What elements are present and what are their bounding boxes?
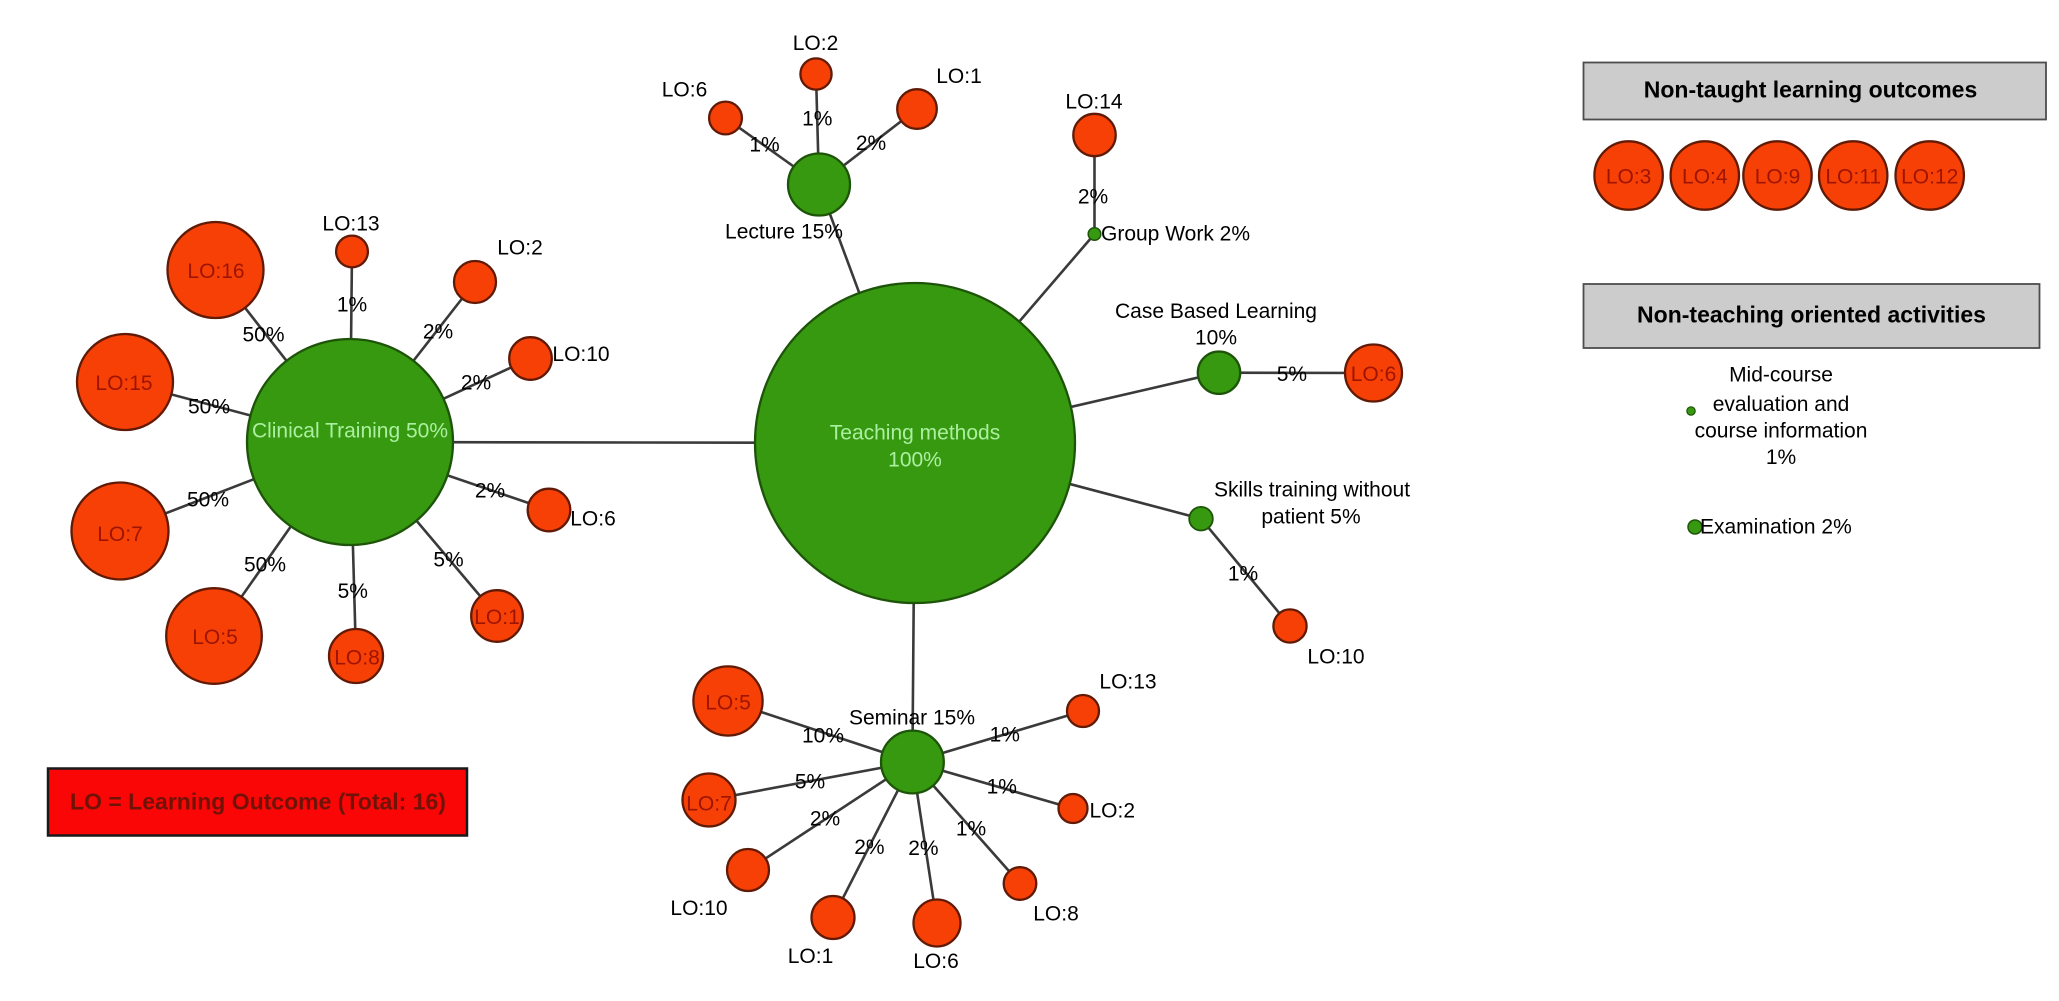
svg-text:2%: 2% (810, 808, 840, 831)
svg-text:50%: 50% (242, 324, 284, 347)
svg-text:2%: 2% (475, 480, 505, 503)
svg-text:100%: 100% (888, 449, 942, 472)
svg-text:2%: 2% (856, 132, 886, 155)
svg-text:Mid-course: Mid-course (1729, 364, 1833, 387)
svg-text:10%: 10% (802, 725, 844, 748)
svg-text:50%: 50% (244, 554, 286, 577)
svg-text:5%: 5% (433, 549, 463, 572)
svg-text:LO:13: LO:13 (1099, 671, 1156, 694)
svg-text:10%: 10% (1195, 327, 1237, 350)
svg-text:LO:12: LO:12 (1901, 166, 1958, 189)
svg-text:Non-taught learning outcomes: Non-taught learning outcomes (1644, 77, 1978, 103)
svg-text:LO:6: LO:6 (913, 950, 959, 973)
svg-text:Lecture 15%: Lecture 15% (725, 221, 843, 244)
svg-text:LO:2: LO:2 (497, 237, 543, 260)
svg-text:LO:5: LO:5 (192, 626, 238, 649)
svg-text:Teaching methods: Teaching methods (830, 422, 1000, 445)
svg-text:LO:16: LO:16 (187, 260, 244, 283)
svg-text:LO = Learning Outcome (Total:: LO = Learning Outcome (Total: 16) (70, 789, 446, 815)
svg-text:2%: 2% (461, 372, 491, 395)
svg-text:5%: 5% (338, 580, 368, 603)
svg-text:2%: 2% (423, 321, 453, 344)
svg-text:1%: 1% (990, 724, 1020, 747)
svg-text:1%: 1% (749, 134, 779, 157)
svg-text:LO:10: LO:10 (670, 897, 727, 920)
svg-text:2%: 2% (854, 836, 884, 859)
svg-text:LO:1: LO:1 (788, 945, 834, 968)
svg-text:Case Based Learning: Case Based Learning (1115, 300, 1317, 323)
svg-text:LO:3: LO:3 (1606, 166, 1652, 189)
svg-text:LO:2: LO:2 (793, 32, 839, 55)
svg-text:LO:1: LO:1 (474, 606, 520, 629)
svg-text:evaluation and: evaluation and (1713, 393, 1850, 416)
svg-text:1%: 1% (802, 108, 832, 131)
svg-text:2%: 2% (1078, 186, 1108, 209)
svg-text:LO:8: LO:8 (1033, 903, 1079, 926)
svg-text:LO:7: LO:7 (97, 523, 143, 546)
svg-text:2%: 2% (908, 837, 938, 860)
svg-text:1%: 1% (337, 294, 367, 317)
svg-text:1%: 1% (956, 818, 986, 841)
svg-text:LO:5: LO:5 (705, 692, 751, 715)
svg-text:5%: 5% (1277, 363, 1307, 386)
svg-text:LO:11: LO:11 (1825, 166, 1881, 189)
svg-text:LO:7: LO:7 (686, 793, 732, 816)
svg-text:Clinical Training 50%: Clinical Training 50% (252, 420, 448, 443)
svg-text:Skills training without: Skills training without (1214, 479, 1410, 502)
svg-text:LO:8: LO:8 (334, 647, 380, 670)
svg-text:1%: 1% (987, 776, 1017, 799)
svg-text:LO:10: LO:10 (1307, 646, 1364, 669)
svg-text:1%: 1% (1228, 563, 1258, 586)
svg-text:LO:4: LO:4 (1682, 166, 1728, 189)
svg-text:LO:15: LO:15 (95, 372, 152, 395)
svg-text:LO:6: LO:6 (570, 508, 616, 531)
svg-text:50%: 50% (188, 396, 230, 419)
svg-text:LO:10: LO:10 (552, 343, 609, 366)
svg-text:LO:6: LO:6 (662, 79, 708, 102)
svg-text:LO:6: LO:6 (1351, 363, 1397, 386)
svg-text:50%: 50% (187, 489, 229, 512)
svg-text:course information: course information (1695, 420, 1868, 443)
svg-text:Group Work 2%: Group Work 2% (1101, 223, 1250, 246)
svg-text:LO:2: LO:2 (1090, 800, 1136, 823)
svg-text:5%: 5% (795, 771, 825, 794)
svg-text:Examination 2%: Examination 2% (1700, 516, 1852, 539)
svg-text:LO:9: LO:9 (1755, 166, 1801, 189)
svg-text:LO:13: LO:13 (322, 213, 379, 236)
svg-text:1%: 1% (1766, 446, 1796, 469)
svg-text:Non-teaching oriented activiti: Non-teaching oriented activities (1637, 302, 1986, 328)
svg-text:LO:14: LO:14 (1065, 91, 1123, 114)
svg-text:Seminar 15%: Seminar 15% (849, 707, 975, 730)
svg-text:patient 5%: patient 5% (1261, 506, 1360, 529)
svg-text:LO:1: LO:1 (936, 65, 982, 88)
